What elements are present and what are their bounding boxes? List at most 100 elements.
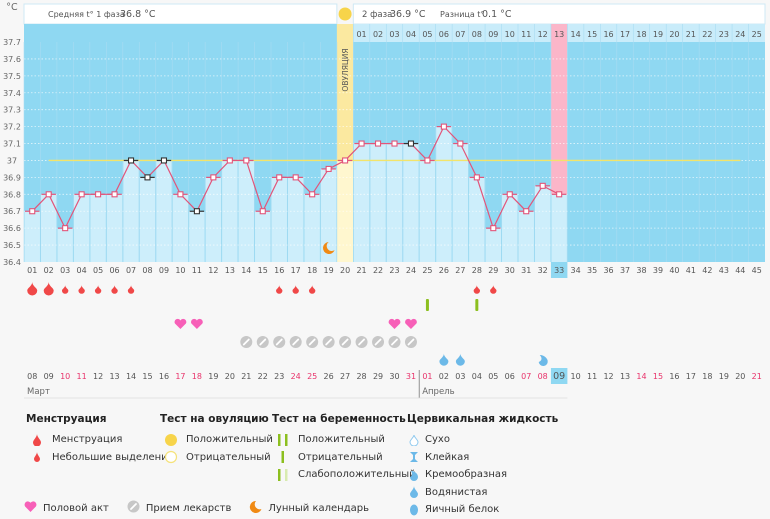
calendar-date-weekend: 18: [192, 372, 202, 381]
temperature-point: [29, 208, 36, 215]
temperature-bar: [24, 211, 40, 262]
legend-item: Кремообразная: [425, 469, 508, 481]
cycle-day-label: 30: [505, 266, 515, 275]
calendar-date: 11: [587, 372, 597, 381]
legend-cervical-fluid: Цервикальная жидкость Сухо Клейкая Кремо…: [407, 413, 558, 519]
creamy-icon: [407, 469, 421, 481]
temperature-bar: [57, 228, 73, 262]
calendar-date: 13: [109, 372, 119, 381]
dpo-label: 19: [653, 30, 663, 39]
cycle-day-label: 17: [291, 266, 301, 275]
pregnancy-test-negative-icon: [475, 299, 479, 311]
watery-fluid-icon: [455, 353, 465, 366]
dpo-label: 17: [620, 30, 630, 39]
cycle-day-label: 43: [719, 266, 729, 275]
cycle-day-label: 02: [44, 266, 54, 275]
calendar-date: 04: [472, 372, 482, 381]
calendar-date: 19: [719, 372, 729, 381]
temperature-point: [95, 191, 102, 198]
calendar-date-weekend: 31: [406, 372, 416, 381]
pill-icon-stripe: [308, 338, 316, 346]
light-spotting-icon: [308, 285, 316, 294]
temperature-bar: [370, 143, 386, 262]
cycle-day-label: 37: [620, 266, 630, 275]
menstruation-icon: [27, 282, 38, 296]
cycle-day-label: 27: [455, 266, 465, 275]
today-date-highlight: [550, 368, 568, 384]
calendar-date: 09: [553, 371, 565, 382]
ovulation-label: ОВУЛЯЦИЯ: [341, 48, 350, 91]
temperature-point: [111, 191, 118, 198]
calendar-date: 14: [126, 372, 136, 381]
dpo-label: 07: [455, 30, 465, 39]
calendar-date-weekend: 25: [307, 372, 317, 381]
cycle-day-label: 32: [538, 266, 548, 275]
calendar-date: 20: [225, 372, 235, 381]
temperature-bar: [139, 177, 156, 262]
calendar-date-weekend: 10: [60, 372, 70, 381]
calendar-date: 28: [356, 372, 366, 381]
temperature-bar: [271, 177, 287, 262]
calendar-date: 30: [389, 372, 399, 381]
light-spotting-icon: [276, 285, 283, 294]
light-spotting-icon: [111, 285, 118, 294]
temperature-point: [342, 157, 349, 164]
dpo-label: 21: [686, 30, 696, 39]
calendar-date: 19: [208, 372, 218, 381]
calendar-date: 22: [258, 372, 268, 381]
y-tick-label: 36.7: [3, 207, 21, 216]
temperature-bar: [238, 160, 255, 262]
dpo-label: 01: [356, 30, 366, 39]
temperature-point: [243, 157, 250, 164]
dpo-label: 24: [735, 30, 745, 39]
negative-circle-icon: [160, 450, 182, 464]
dpo-label: 11: [521, 30, 531, 39]
two-lines-icon: [272, 433, 294, 446]
sticky-icon: [407, 451, 421, 463]
temperature-point: [259, 208, 266, 215]
calendar-date: 09: [44, 372, 54, 381]
temperature-point: [506, 191, 513, 198]
temperature-point: [292, 174, 299, 181]
calendar-date-weekend: 07: [521, 372, 531, 381]
temperature-point: [556, 191, 563, 198]
temperature-point: [45, 191, 52, 198]
cycle-day-label: 44: [735, 266, 745, 275]
temperature-point: [539, 182, 546, 189]
temperature-point: [473, 174, 480, 181]
y-tick-label: 36.6: [3, 224, 21, 233]
current-day-highlight: [550, 262, 568, 278]
excluded-temperature-point: [144, 174, 151, 181]
legend-item: Клейкая: [425, 451, 470, 463]
calendar-date: 29: [373, 372, 383, 381]
cycle-day-label: 24: [406, 266, 416, 275]
temperature-bar: [287, 177, 304, 262]
cycle-day-label: 39: [653, 266, 663, 275]
phase1-value: 36.8 °C: [120, 9, 156, 20]
temperature-point: [358, 140, 365, 147]
temperature-point: [490, 225, 497, 232]
cycle-day-label: 13: [225, 266, 235, 275]
dpo-label: 18: [636, 30, 646, 39]
dpo-label: 14: [571, 30, 581, 39]
temperature-point: [523, 208, 530, 215]
cycle-day-label: 08: [142, 266, 152, 275]
unit-label: °C: [6, 2, 18, 13]
temperature-point: [457, 140, 464, 147]
faint-lines-icon: [272, 468, 294, 481]
calendar-date-weekend: 11: [77, 372, 87, 381]
cycle-day-label: 20: [340, 266, 350, 275]
blood-drop-icon: [26, 433, 48, 446]
small-blood-drop-icon: [26, 452, 48, 463]
dpo-label: 25: [752, 30, 762, 39]
pill-icon: [127, 500, 140, 516]
pill-icon-stripe: [292, 338, 300, 346]
pill-icon-stripe: [374, 338, 382, 346]
excluded-temperature-point: [160, 157, 168, 164]
calendar-date: 06: [505, 372, 515, 381]
cycle-day-label: 01: [27, 266, 37, 275]
legend-item: Половой акт: [43, 502, 109, 514]
phase2-value: 36.9 °C: [390, 9, 426, 20]
one-line-icon: [272, 451, 294, 464]
